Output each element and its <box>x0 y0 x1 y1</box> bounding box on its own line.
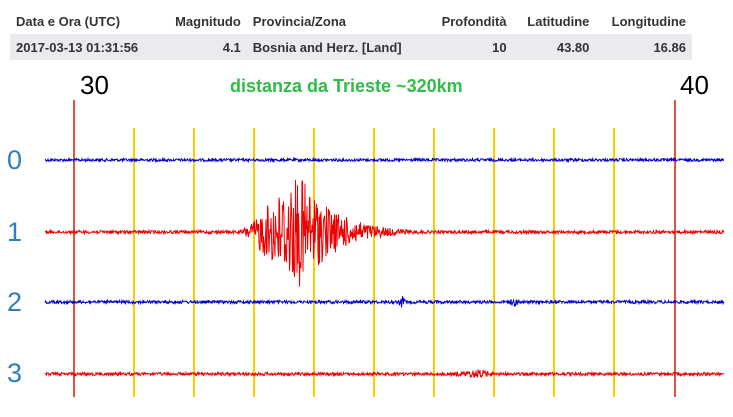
table-row: 2017-03-13 01:31:56 4.1 Bosnia and Herz.… <box>10 34 692 60</box>
cell-zone: Bosnia and Herz. [Land] <box>246 34 427 60</box>
trace-label-0: 0 <box>7 145 23 175</box>
trace-label-2: 2 <box>7 287 23 317</box>
col-header-depth: Profondità <box>441 13 507 29</box>
end-minute-label: 40 <box>680 70 709 100</box>
cell-depth: 10 <box>426 34 513 60</box>
col-header-zone: Provincia/Zona <box>252 13 346 29</box>
col-header-longitude: Longitudine <box>611 13 686 29</box>
cell-datetime: 2017-03-13 01:31:56 <box>10 34 160 60</box>
seismic-trace-0 <box>44 156 725 164</box>
col-header-datetime: Data e Ora (UTC) <box>16 13 121 29</box>
cell-longitude: 16.86 <box>595 34 692 60</box>
seismic-trace-1 <box>44 180 725 287</box>
table-header-row: Data e Ora (UTC) Magnitudo Provincia/Zon… <box>10 8 692 34</box>
distance-title: distanza da Trieste ~320km <box>230 76 463 96</box>
seismic-trace-2 <box>44 296 725 308</box>
trace-label-1: 1 <box>7 217 23 247</box>
col-header-magnitude: Magnitudo <box>175 13 241 29</box>
start-minute-label: 30 <box>80 70 109 100</box>
cell-magnitude: 4.1 <box>159 34 247 60</box>
earthquake-table: Data e Ora (UTC) Magnitudo Provincia/Zon… <box>10 8 692 60</box>
col-header-latitude: Latitudine <box>527 13 590 29</box>
seismic-trace-3 <box>44 369 725 379</box>
cell-latitude: 43.80 <box>512 34 596 60</box>
trace-label-3: 3 <box>7 358 23 388</box>
